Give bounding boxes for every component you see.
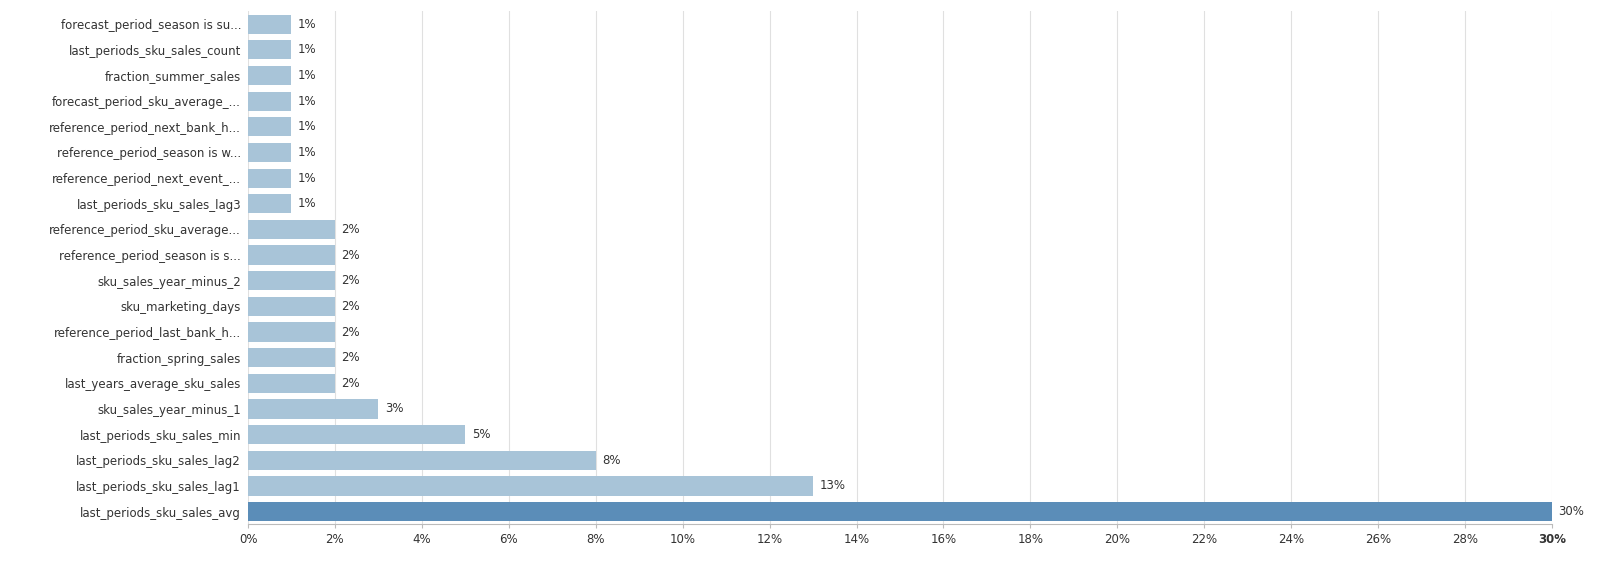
Text: 1%: 1% [298, 43, 317, 56]
Text: 3%: 3% [386, 402, 403, 416]
Text: 2%: 2% [341, 274, 360, 287]
Text: 1%: 1% [298, 18, 317, 31]
Bar [248, 40, 291, 59]
Text: 8%: 8% [602, 454, 621, 467]
Bar [248, 451, 595, 470]
Text: 1%: 1% [298, 197, 317, 210]
Bar [248, 502, 1552, 521]
Text: 2%: 2% [341, 300, 360, 313]
Text: 2%: 2% [341, 351, 360, 364]
Text: 2%: 2% [341, 325, 360, 339]
Text: 30%: 30% [1558, 505, 1584, 518]
Bar [248, 246, 334, 264]
Bar [248, 297, 334, 316]
Text: 1%: 1% [298, 146, 317, 159]
Bar [248, 66, 291, 85]
Text: 2%: 2% [341, 377, 360, 390]
Text: 1%: 1% [298, 95, 317, 108]
Bar [248, 271, 334, 290]
Text: 1%: 1% [298, 172, 317, 185]
Text: 5%: 5% [472, 428, 490, 441]
Bar [248, 220, 334, 239]
Text: 1%: 1% [298, 69, 317, 82]
Bar [248, 169, 291, 188]
Bar [248, 348, 334, 367]
Bar [248, 425, 466, 444]
Bar [248, 143, 291, 162]
Bar [248, 477, 813, 495]
Bar [248, 400, 378, 418]
Text: 13%: 13% [819, 479, 845, 492]
Bar [248, 323, 334, 341]
Bar [248, 117, 291, 136]
Bar [248, 374, 334, 393]
Bar [248, 92, 291, 111]
Text: 1%: 1% [298, 120, 317, 133]
Text: 2%: 2% [341, 223, 360, 236]
Bar [248, 15, 291, 34]
Text: 2%: 2% [341, 249, 360, 262]
Bar [248, 194, 291, 213]
